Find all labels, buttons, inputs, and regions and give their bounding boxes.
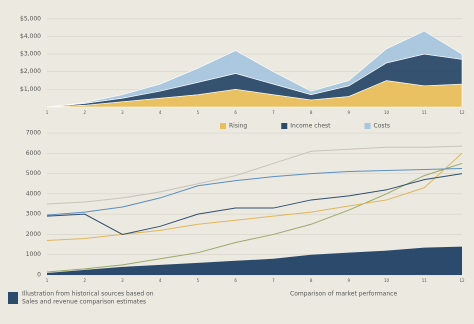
x-tick-label: 1 [46,110,49,115]
legend-label: Rising [229,123,247,130]
line [46,168,463,216]
x-tick-label: 10 [384,110,390,115]
y-tick-label: 1000 [26,251,41,258]
footer-text: Illustration from historical sources bas… [22,291,154,298]
legend-swatch [220,123,226,129]
y-tick-label: 2000 [26,231,41,238]
y-tick-label: $4,000 [20,33,41,40]
x-tick-label: 7 [272,110,275,115]
line [46,145,463,205]
area [47,246,462,275]
footer-text: Comparison of market performance [290,291,397,298]
x-tick-label: 8 [310,278,313,283]
x-tick-label: 11 [422,278,428,283]
y-tick-label: $1,000 [20,86,41,93]
y-tick-label: 4000 [26,190,41,197]
y-tick-label: 0 [37,272,41,279]
x-tick-label: 4 [159,110,162,115]
footer-text: Sales and revenue comparison estimates [22,299,146,306]
y-tick-label: 5000 [26,170,41,177]
y-tick-label: 6000 [26,150,41,157]
x-tick-label: 5 [197,278,200,283]
x-tick-label: 12 [459,110,465,115]
y-tick-label: 7000 [26,130,41,137]
area [46,30,463,108]
footer-icon [8,292,18,304]
legend-swatch [364,123,371,129]
legend-swatch [281,123,288,129]
x-tick-label: 8 [310,110,313,115]
x-tick-label: 12 [459,278,465,283]
x-tick-label: 3 [121,110,124,115]
legend-label: Income chest [290,123,331,130]
y-tick-label: 3000 [26,211,41,218]
x-tick-label: 7 [272,278,275,283]
x-tick-label: 10 [384,278,390,283]
y-tick-label: $5,000 [20,15,41,22]
x-tick-label: 9 [348,110,351,115]
y-tick-label: $3,000 [20,51,41,58]
x-tick-label: 4 [159,278,162,283]
x-tick-label: 6 [234,278,237,283]
x-tick-label: 6 [234,110,237,115]
x-tick-label: 2 [83,278,86,283]
x-tick-label: 2 [83,110,86,115]
line [46,152,463,242]
line [46,173,463,235]
x-tick-label: 3 [121,278,124,283]
line [46,162,463,273]
y-tick-label: $2,000 [20,68,41,75]
x-tick-label: 11 [422,110,428,115]
legend-label: Costs [374,123,390,130]
x-tick-label: 5 [197,110,200,115]
x-tick-label: 9 [348,278,351,283]
x-tick-label: 1 [46,278,49,283]
